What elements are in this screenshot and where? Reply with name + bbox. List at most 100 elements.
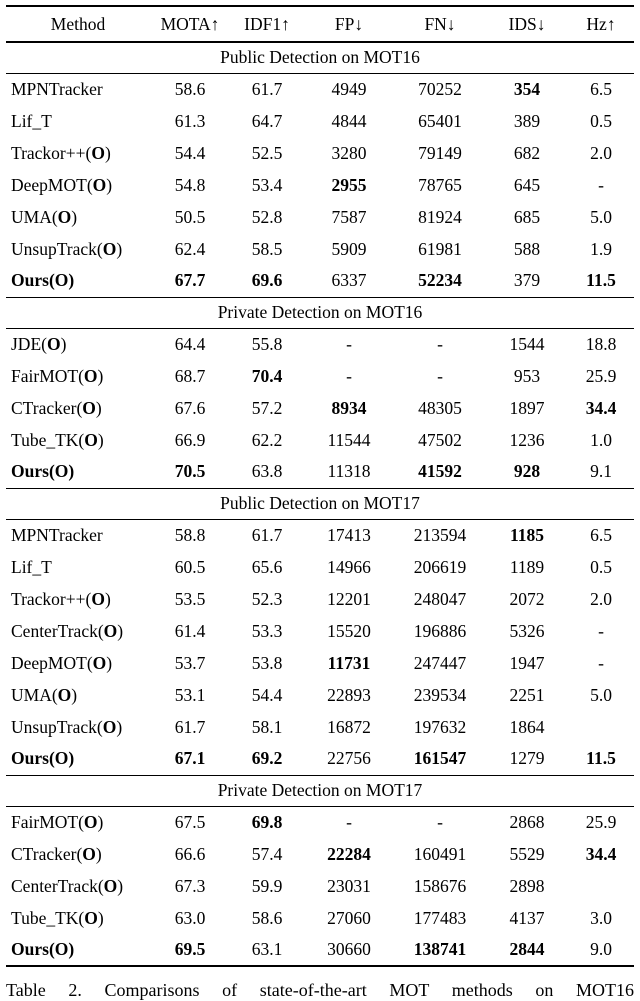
metric-value: 645 <box>513 174 541 195</box>
metric-value: 66.9 <box>174 429 206 450</box>
metric-value: 5.0 <box>590 206 612 227</box>
metric-value: 12201 <box>327 588 371 609</box>
metric-value: 48305 <box>418 397 462 418</box>
table-row: Trackor++(O) 53.5 52.3 12201 248047 2072 2.0 <box>6 583 634 615</box>
metric-value: 158676 <box>413 875 467 896</box>
metric-value: - <box>598 174 604 195</box>
metric-value: - <box>598 620 604 641</box>
table-row: CTracker(O) 67.6 57.2 8934 48305 1897 34.4 <box>6 392 634 424</box>
metric-value: 57.4 <box>251 843 283 864</box>
method-name: CTracker(O) <box>11 397 102 418</box>
column-header: IDF1↑ <box>244 13 290 34</box>
section-title: Public Detection on MOT16 <box>6 41 634 74</box>
metric-value: 58.5 <box>251 238 283 259</box>
method-name: DeepMOT(O) <box>11 652 113 673</box>
metric-value: 2.0 <box>590 142 612 163</box>
metric-value: 379 <box>513 270 541 291</box>
metric-value: 22893 <box>327 684 371 705</box>
metric-value: 52.5 <box>251 142 283 163</box>
metric-value: 69.2 <box>251 748 283 769</box>
metric-value: 6.5 <box>590 78 612 99</box>
metric-value: 58.1 <box>251 716 283 737</box>
metric-value: 68.7 <box>174 365 206 386</box>
metric-value: 5.0 <box>590 684 612 705</box>
metric-value: 69.6 <box>251 270 283 291</box>
metric-value: 2.0 <box>590 588 612 609</box>
metric-value: 685 <box>513 206 541 227</box>
metric-value: 69.8 <box>251 811 283 832</box>
metric-value: 64.4 <box>174 333 206 354</box>
table-row: MPNTracker 58.8 61.7 17413 213594 1185 6.5 <box>6 519 634 551</box>
metric-value: 953 <box>513 365 541 386</box>
section-title: Private Detection on MOT16 <box>6 296 634 329</box>
table-row: JDE(O) 64.4 55.8 - - 1544 18.8 <box>6 328 634 360</box>
metric-value: 1897 <box>509 397 545 418</box>
metric-value: 25.9 <box>585 365 617 386</box>
metric-value: 22284 <box>327 843 371 864</box>
metric-value: 138741 <box>413 939 467 959</box>
metric-value: 11731 <box>327 652 371 673</box>
metric-value: 65401 <box>418 110 462 131</box>
metric-value: 1544 <box>509 333 545 354</box>
metric-value: 11.5 <box>586 270 616 291</box>
table-row: Lif_T 60.5 65.6 14966 206619 1189 0.5 <box>6 551 634 583</box>
method-name: Lif_T <box>11 556 52 577</box>
metric-value: 47502 <box>418 429 462 450</box>
metric-value: 59.9 <box>251 875 283 896</box>
metric-value: 1.0 <box>590 429 612 450</box>
metric-value: 2868 <box>509 811 545 832</box>
metric-value: - <box>346 811 352 832</box>
metric-value: 177483 <box>413 907 467 928</box>
metric-value: 58.6 <box>251 907 283 928</box>
method-name: Tube_TK(O) <box>11 907 104 928</box>
table-row: CenterTrack(O) 67.3 59.9 23031 158676 2898 <box>6 870 634 902</box>
table-row: Ours(O) 70.5 63.8 11318 41592 928 9.1 <box>6 456 634 488</box>
metric-value: 11318 <box>327 461 371 482</box>
metric-value: 2898 <box>509 875 545 896</box>
section-header-row: Public Detection on MOT16 <box>6 41 634 74</box>
metric-value: 52234 <box>418 270 462 291</box>
method-name: Ours(O) <box>11 270 75 291</box>
metric-value: 4137 <box>509 907 545 928</box>
metric-value: 30660 <box>327 939 371 959</box>
column-header: IDS↓ <box>508 13 546 34</box>
metric-value: 17413 <box>327 524 371 545</box>
metric-value: 588 <box>513 238 541 259</box>
metric-value: 62.4 <box>174 238 206 259</box>
section-title: Private Detection on MOT17 <box>6 774 634 807</box>
method-name: FairMOT(O) <box>11 365 104 386</box>
metric-value: 354 <box>513 78 541 99</box>
metric-value: 66.6 <box>174 843 206 864</box>
metric-value: 67.7 <box>174 270 206 291</box>
metric-value: 213594 <box>413 524 467 545</box>
method-name: Lif_T <box>11 110 52 131</box>
metric-value: 61.4 <box>174 620 206 641</box>
method-name: Ours(O) <box>11 748 75 769</box>
metric-value: 70.5 <box>174 461 206 482</box>
metric-value: 34.4 <box>585 397 617 418</box>
metric-value: 70.4 <box>251 365 283 386</box>
metric-value: 60.5 <box>174 556 206 577</box>
method-name: JDE(O) <box>11 333 67 354</box>
metric-value: 2955 <box>331 174 367 195</box>
method-name: CenterTrack(O) <box>11 875 124 896</box>
metric-value: 5909 <box>331 238 367 259</box>
method-name: UMA(O) <box>11 206 78 227</box>
metric-value: 8934 <box>331 397 367 418</box>
metric-value: 53.5 <box>174 588 206 609</box>
section-header-row: Public Detection on MOT17 <box>6 487 634 520</box>
metric-value: 52.8 <box>251 206 283 227</box>
column-header-method: Method <box>50 13 106 34</box>
table-row: Ours(O) 67.7 69.6 6337 52234 379 11.5 <box>6 265 634 297</box>
metric-value: 23031 <box>327 875 371 896</box>
metric-value: 53.4 <box>251 174 283 195</box>
method-name: Trackor++(O) <box>11 588 111 609</box>
metric-value: 9.0 <box>590 939 612 959</box>
metric-value: 64.7 <box>251 110 283 131</box>
metric-value: 0.5 <box>590 556 612 577</box>
metric-value: 11544 <box>327 429 371 450</box>
metric-value: 53.7 <box>174 652 206 673</box>
metric-value: 11.5 <box>586 748 616 769</box>
metric-value: 67.3 <box>174 875 206 896</box>
metric-value: - <box>437 333 443 354</box>
